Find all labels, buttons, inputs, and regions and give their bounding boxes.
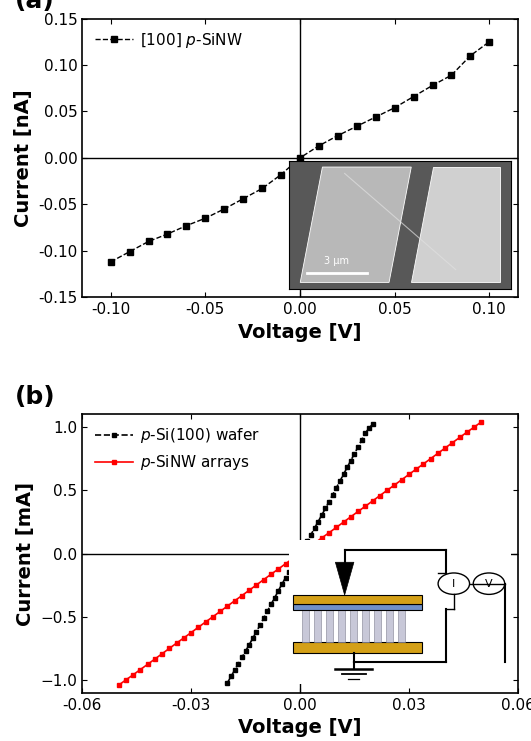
$p$-SiNW arrays [232, 597, 238, 605]
[100] $p$-SiNW [448, 70, 455, 79]
$p$-Si(100) wafer [348, 456, 354, 465]
Line: $p$-SiNW arrays: $p$-SiNW arrays [116, 419, 484, 688]
[100] $p$-SiNW [354, 122, 360, 130]
$p$-SiNW arrays [224, 602, 230, 611]
$p$-Si(100) wafer [326, 497, 332, 506]
$p$-Si(100) wafer [275, 587, 281, 596]
[100] $p$-SiNW [183, 222, 190, 230]
$p$-Si(100) wafer [228, 672, 234, 681]
$p$-Si(100) wafer [370, 420, 376, 429]
[100] $p$-SiNW [410, 92, 417, 101]
Line: $p$-Si(100) wafer: $p$-Si(100) wafer [225, 422, 375, 685]
$p$-Si(100) wafer [239, 653, 245, 662]
$p$-Si(100) wafer [224, 678, 230, 687]
$p$-SiNW arrays [355, 507, 361, 516]
$p$-Si(100) wafer [344, 463, 350, 472]
$p$-Si(100) wafer [352, 449, 358, 458]
[100] $p$-SiNW [467, 51, 474, 60]
Text: (b): (b) [15, 385, 55, 408]
$p$-SiNW arrays [115, 681, 122, 690]
$p$-Si(100) wafer [322, 504, 329, 513]
[100] $p$-SiNW [316, 142, 322, 150]
$p$-Si(100) wafer [268, 600, 274, 609]
$p$-Si(100) wafer [337, 476, 343, 485]
[100] $p$-SiNW [221, 205, 227, 213]
$p$-Si(100) wafer [235, 659, 242, 668]
[100] $p$-SiNW [145, 237, 152, 246]
[100] $p$-SiNW [373, 113, 379, 122]
$p$-Si(100) wafer [282, 574, 289, 582]
$p$-Si(100) wafer [366, 424, 372, 433]
$p$-Si(100) wafer [253, 627, 260, 636]
Y-axis label: Current [mA]: Current [mA] [16, 482, 35, 625]
$p$-Si(100) wafer [293, 555, 299, 564]
[100] $p$-SiNW [202, 213, 209, 222]
Legend: [100] $p$-SiNW: [100] $p$-SiNW [90, 26, 248, 54]
[100] $p$-SiNW [297, 153, 303, 162]
$p$-Si(100) wafer [246, 640, 252, 649]
$p$-Si(100) wafer [289, 561, 296, 570]
Y-axis label: Current [nA]: Current [nA] [14, 89, 32, 227]
$p$-Si(100) wafer [250, 634, 256, 642]
Legend: $p$-Si(100) wafer, $p$-SiNW arrays: $p$-Si(100) wafer, $p$-SiNW arrays [90, 422, 265, 476]
[100] $p$-SiNW [240, 194, 246, 203]
$p$-Si(100) wafer [242, 647, 249, 656]
Line: [100] $p$-SiNW: [100] $p$-SiNW [108, 39, 492, 265]
[100] $p$-SiNW [278, 170, 284, 179]
$p$-Si(100) wafer [279, 579, 285, 588]
[100] $p$-SiNW [391, 103, 398, 112]
$p$-Si(100) wafer [355, 442, 361, 451]
$p$-Si(100) wafer [304, 537, 311, 546]
[100] $p$-SiNW [164, 230, 170, 239]
$p$-Si(100) wafer [307, 531, 314, 539]
$p$-Si(100) wafer [257, 620, 263, 629]
$p$-Si(100) wafer [264, 607, 270, 616]
Text: (a): (a) [15, 0, 55, 13]
$p$-Si(100) wafer [319, 511, 325, 519]
$p$-Si(100) wafer [340, 470, 347, 479]
$p$-SiNW arrays [471, 422, 477, 431]
$p$-SiNW arrays [478, 417, 485, 426]
$p$-SiNW arrays [376, 491, 383, 500]
$p$-Si(100) wafer [362, 429, 369, 438]
$p$-SiNW arrays [195, 622, 202, 631]
$p$-Si(100) wafer [329, 491, 336, 499]
[100] $p$-SiNW [126, 247, 133, 256]
$p$-Si(100) wafer [301, 543, 307, 552]
$p$-Si(100) wafer [311, 524, 318, 533]
X-axis label: Voltage [V]: Voltage [V] [238, 718, 362, 737]
$p$-Si(100) wafer [297, 549, 303, 558]
[100] $p$-SiNW [259, 184, 266, 193]
[100] $p$-SiNW [430, 81, 436, 90]
$p$-Si(100) wafer [315, 517, 321, 526]
$p$-Si(100) wafer [261, 614, 267, 622]
X-axis label: Voltage [V]: Voltage [V] [238, 322, 362, 342]
$p$-Si(100) wafer [358, 436, 365, 445]
[100] $p$-SiNW [486, 37, 493, 46]
$p$-Si(100) wafer [333, 483, 339, 492]
$p$-Si(100) wafer [232, 665, 238, 674]
[100] $p$-SiNW [107, 257, 114, 266]
$p$-Si(100) wafer [286, 567, 292, 576]
$p$-Si(100) wafer [271, 594, 278, 602]
[100] $p$-SiNW [335, 131, 341, 140]
